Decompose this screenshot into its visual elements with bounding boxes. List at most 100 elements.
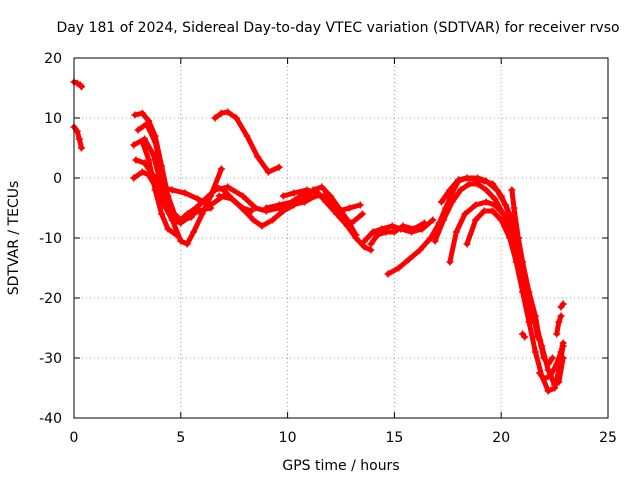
data-series-arc-09	[211, 108, 283, 176]
data-point	[145, 156, 153, 164]
data-point	[279, 207, 287, 215]
data-point	[555, 318, 563, 326]
data-point	[506, 234, 514, 242]
data-point	[275, 163, 283, 171]
data-point	[540, 375, 548, 383]
data-point	[224, 108, 232, 116]
data-point	[162, 198, 170, 206]
y-tick-label: -40	[39, 411, 62, 427]
data-point	[198, 198, 206, 206]
data-point	[190, 228, 198, 236]
y-tick-labels: -40 -30 -20 -10 0 10 20	[39, 51, 62, 427]
data-point	[431, 237, 439, 245]
data-point	[211, 186, 219, 194]
data-point	[555, 366, 563, 374]
data-series-arc-15	[367, 219, 428, 248]
data-point	[158, 183, 166, 191]
data-point	[553, 330, 561, 338]
data-point	[512, 258, 520, 266]
data-point	[416, 246, 424, 254]
tick-layer	[73, 57, 609, 419]
data-point	[326, 192, 334, 200]
data-point	[207, 201, 215, 209]
data-point	[501, 201, 509, 209]
data-point	[472, 201, 480, 209]
data-point	[519, 270, 527, 278]
y-axis-title: SDTVAR / TECUs	[6, 181, 22, 296]
data-point	[446, 258, 454, 266]
data-series-arc-21	[508, 186, 535, 326]
data-point	[463, 174, 471, 182]
chart-title: Day 181 of 2024, Sidereal Day-to-day VTE…	[56, 20, 619, 36]
data-point	[480, 207, 488, 215]
data-point	[358, 210, 366, 218]
data-point	[258, 222, 266, 230]
x-tick-label: 25	[599, 430, 617, 446]
data-point	[527, 318, 535, 326]
data-point	[275, 201, 283, 209]
data-point	[491, 195, 499, 203]
data-series-arc-07	[132, 156, 228, 209]
data-point	[151, 138, 159, 146]
data-point	[279, 192, 287, 200]
data-point	[318, 183, 326, 191]
data-point	[559, 300, 567, 308]
data-point	[452, 228, 460, 236]
data-point	[429, 216, 437, 224]
y-tick-label: 10	[44, 111, 62, 127]
data-point	[448, 198, 456, 206]
series-trail	[139, 139, 179, 238]
data-point	[149, 150, 157, 158]
data-series-arc-25	[553, 312, 565, 338]
data-point	[241, 207, 249, 215]
data-point	[367, 246, 375, 254]
data-point	[440, 216, 448, 224]
x-axis-title: GPS time / hours	[282, 458, 399, 474]
data-series-arc-08	[138, 138, 181, 239]
data-point	[288, 198, 296, 206]
data-point	[335, 207, 343, 215]
data-point	[399, 222, 407, 230]
data-point	[482, 186, 490, 194]
data-point	[382, 228, 390, 236]
data-point	[489, 207, 497, 215]
data-point	[531, 348, 539, 356]
data-point	[269, 216, 277, 224]
data-point	[510, 204, 518, 212]
data-point	[499, 210, 507, 218]
data-point	[356, 201, 364, 209]
data-point	[557, 312, 565, 320]
data-point	[239, 192, 247, 200]
data-point	[514, 234, 522, 242]
data-point	[217, 109, 225, 117]
data-point	[454, 176, 462, 184]
data-point	[474, 174, 482, 182]
data-point	[143, 120, 151, 128]
data-point	[215, 192, 223, 200]
data-point	[437, 198, 445, 206]
data-point	[551, 384, 559, 392]
data-point	[181, 189, 189, 197]
data-point	[164, 225, 172, 233]
data-point	[262, 204, 270, 212]
data-point	[482, 177, 490, 185]
x-tick-label: 15	[385, 430, 403, 446]
x-tick-label: 10	[279, 430, 297, 446]
data-point	[544, 366, 552, 374]
data-point	[303, 186, 311, 194]
data-point	[131, 111, 139, 119]
data-point	[151, 186, 159, 194]
y-tick-label: -20	[39, 291, 62, 307]
data-point	[187, 210, 195, 218]
data-series-arc-01	[70, 78, 85, 91]
data-point	[420, 219, 428, 227]
series-trail	[135, 121, 224, 247]
data-point	[493, 186, 501, 194]
data-point	[173, 231, 181, 239]
x-tick-label: 5	[176, 430, 185, 446]
data-point	[360, 243, 368, 251]
data-point	[77, 144, 85, 152]
data-point	[343, 222, 351, 230]
data-point	[548, 354, 556, 362]
